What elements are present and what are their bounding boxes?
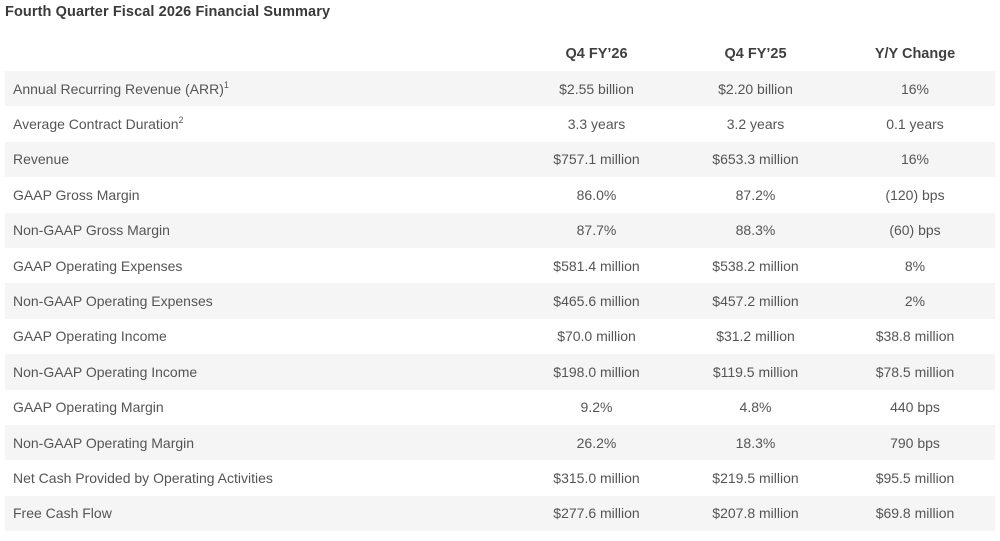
metric-cell: Non-GAAP Operating Income bbox=[5, 354, 517, 389]
metric-cell: Annual Recurring Revenue (ARR)1 bbox=[5, 71, 517, 106]
value-q4-fy26: 86.0% bbox=[576, 186, 617, 203]
table-row: Non-GAAP Operating Margin 26.2% 18.3% 790 b… bbox=[5, 424, 995, 461]
table-header: Q4 FY’26 Q4 FY’25 Y/Y Change bbox=[5, 36, 995, 71]
table-row: Revenue $757.1 million $653.3 million 16% bbox=[5, 141, 995, 178]
value-yy-change: (120) bps bbox=[885, 186, 945, 203]
metric-label: Non-GAAP Gross Margin bbox=[13, 222, 170, 239]
value-q4-fy26: $465.6 million bbox=[553, 293, 640, 310]
table-row: GAAP Gross Margin 86.0% 87.2% (120) bps bbox=[5, 177, 995, 213]
column-header-q4-fy26: Q4 FY’26 bbox=[565, 45, 628, 62]
metric-cell: Revenue bbox=[5, 142, 517, 177]
value-q4-fy26: $277.6 million bbox=[553, 505, 640, 522]
table-row: Non-GAAP Operating Expenses $465.6 millio… bbox=[5, 283, 995, 319]
value-yy-change: 8% bbox=[904, 257, 926, 274]
header-row: Q4 FY’26 Q4 FY’25 Y/Y Change bbox=[5, 36, 995, 71]
value-q4-fy26: $315.0 million bbox=[553, 469, 640, 486]
value-q4-fy25: $2.20 billion bbox=[718, 80, 793, 97]
metric-cell: Average Contract Duration2 bbox=[5, 106, 517, 141]
value-q4-fy26: $757.1 million bbox=[553, 151, 640, 168]
table-body: Annual Recurring Revenue (ARR)1 $2.55 bil… bbox=[5, 71, 995, 532]
value-q4-fy26: 3.3 years bbox=[567, 116, 626, 133]
metric-label: Revenue bbox=[13, 151, 70, 168]
value-yy-change: 440 bps bbox=[890, 399, 940, 416]
value-q4-fy26: 87.7% bbox=[576, 222, 617, 239]
value-q4-fy25: $31.2 million bbox=[716, 328, 795, 345]
value-yy-change: 0.1 years bbox=[886, 116, 944, 133]
value-yy-change: 2% bbox=[904, 293, 926, 310]
table-row: Non-GAAP Operating Income $198.0 million $… bbox=[5, 354, 995, 390]
table-row: Non-GAAP Gross Margin 87.7% 88.3% (60) bps bbox=[5, 212, 995, 248]
table-row: Free Cash Flow $277.6 million $207.8 milli… bbox=[5, 495, 995, 532]
financial-summary-table: Q4 FY’26 Q4 FY’25 Y/Y Change Annual Recu… bbox=[5, 36, 995, 532]
metric-label: Non-GAAP Operating Income bbox=[13, 363, 198, 380]
value-q4-fy26: 9.2% bbox=[580, 399, 613, 416]
value-q4-fy25: $457.2 million bbox=[712, 293, 799, 310]
value-q4-fy26: $2.55 billion bbox=[559, 80, 634, 97]
metric-cell: Non-GAAP Gross Margin bbox=[5, 213, 517, 248]
metric-label: Annual Recurring Revenue (ARR) bbox=[13, 80, 224, 97]
table-row: GAAP Operating Margin 9.2% 4.8% 440 bps bbox=[5, 389, 995, 425]
table-row: Average Contract Duration2 3.3 years 3.2 y… bbox=[5, 106, 995, 142]
table-row: Annual Recurring Revenue (ARR)1 $2.55 bil… bbox=[5, 71, 995, 107]
metric-cell: Non-GAAP Operating Expenses bbox=[5, 283, 517, 318]
value-yy-change: (60) bps bbox=[889, 222, 941, 239]
metric-label: Non-GAAP Operating Expenses bbox=[13, 293, 213, 310]
value-q4-fy25: 88.3% bbox=[735, 222, 776, 239]
column-header-q4-fy25: Q4 FY’25 bbox=[724, 45, 787, 62]
metric-cell: GAAP Operating Income bbox=[5, 319, 517, 354]
value-yy-change: 16% bbox=[900, 151, 930, 168]
metric-cell: Free Cash Flow bbox=[5, 496, 517, 531]
metric-label: Average Contract Duration bbox=[13, 116, 179, 133]
metric-label: GAAP Operating Margin bbox=[13, 399, 164, 416]
table-row: GAAP Operating Expenses $581.4 million $53… bbox=[5, 247, 995, 284]
value-q4-fy26: 26.2% bbox=[576, 434, 617, 451]
page-title: Fourth Quarter Fiscal 2026 Financial Sum… bbox=[5, 4, 331, 20]
value-q4-fy25: 3.2 years bbox=[726, 116, 785, 133]
value-q4-fy25: $207.8 million bbox=[712, 505, 799, 522]
metric-label: Net Cash Provided by Operating Activitie… bbox=[13, 469, 273, 486]
value-q4-fy26: $581.4 million bbox=[553, 257, 640, 274]
table-row: Net Cash Provided by Operating Activitie… bbox=[5, 460, 995, 496]
value-q4-fy26: $70.0 million bbox=[557, 328, 636, 345]
value-q4-fy26: $198.0 million bbox=[553, 363, 640, 380]
value-yy-change: $38.8 million bbox=[875, 328, 955, 345]
footnote-marker: 1 bbox=[223, 79, 229, 90]
value-q4-fy25: 4.8% bbox=[739, 399, 772, 416]
value-yy-change: $69.8 million bbox=[875, 505, 955, 522]
value-q4-fy25: 18.3% bbox=[735, 434, 776, 451]
metric-label: GAAP Operating Income bbox=[13, 328, 167, 345]
metric-cell: GAAP Gross Margin bbox=[5, 177, 517, 212]
metric-cell: Net Cash Provided by Operating Activitie… bbox=[5, 460, 517, 495]
metric-label: GAAP Gross Margin bbox=[13, 186, 140, 203]
value-q4-fy25: 87.2% bbox=[735, 186, 776, 203]
value-q4-fy25: $538.2 million bbox=[712, 257, 799, 274]
table-row: GAAP Operating Income $70.0 million $31.2 … bbox=[5, 318, 995, 355]
value-q4-fy25: $219.5 million bbox=[712, 469, 799, 486]
value-q4-fy25: $119.5 million bbox=[712, 363, 799, 380]
value-q4-fy25: $653.3 million bbox=[712, 151, 799, 168]
column-header-metric bbox=[5, 36, 517, 71]
value-yy-change: $78.5 million bbox=[875, 363, 955, 380]
footnote-marker: 2 bbox=[178, 115, 184, 126]
value-yy-change: 790 bps bbox=[890, 434, 940, 451]
metric-label: Free Cash Flow bbox=[13, 505, 112, 522]
metric-cell: GAAP Operating Margin bbox=[5, 390, 517, 425]
column-header-yy-change: Y/Y Change bbox=[874, 45, 956, 62]
value-yy-change: 16% bbox=[900, 80, 930, 97]
metric-label: Non-GAAP Operating Margin bbox=[13, 434, 195, 451]
metric-cell: Non-GAAP Operating Margin bbox=[5, 425, 517, 460]
value-yy-change: $95.5 million bbox=[875, 469, 955, 486]
metric-cell: GAAP Operating Expenses bbox=[5, 248, 517, 283]
metric-label: GAAP Operating Expenses bbox=[13, 257, 183, 274]
